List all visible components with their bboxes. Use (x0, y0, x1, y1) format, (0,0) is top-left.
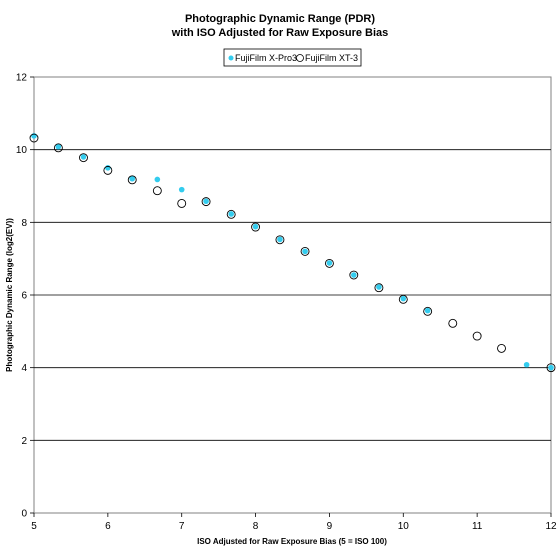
point-fujifilm-x-pro3 (203, 198, 209, 205)
x-tick-label: 10 (398, 521, 410, 532)
point-fujifilm-x-pro3 (178, 186, 185, 193)
x-tick-label: 6 (105, 521, 111, 532)
point-fujifilm-xt-3 (423, 306, 433, 316)
point-fujifilm-xt-3 (127, 175, 137, 185)
point-fujifilm-xt-3 (29, 133, 39, 143)
x-tick-label: 8 (253, 521, 259, 532)
y-tick-label: 6 (21, 291, 27, 302)
point-fujifilm-x-pro3 (523, 361, 530, 368)
x-tick-label: 12 (545, 521, 557, 532)
point-fujifilm-xt-3 (497, 343, 506, 353)
axes: 0 2 4 6 8 10 12 5 6 7 8 9 10 11 12 (16, 73, 557, 533)
point-fujifilm-x-pro3 (129, 175, 136, 182)
point-fujifilm-xt-3 (349, 270, 359, 280)
point-fujifilm-xt-3 (300, 246, 310, 256)
point-fujifilm-xt-3 (448, 318, 458, 328)
point-fujifilm-xt-3 (546, 363, 556, 373)
point-fujifilm-xt-3 (398, 294, 408, 304)
point-fujifilm-x-pro3 (80, 154, 87, 160)
legend-box (223, 48, 362, 67)
point-fujifilm-x-pro3 (424, 307, 431, 314)
legend-label-x-pro3: FujiFilm X-Pro3 (235, 53, 297, 63)
y-tick-label: 0 (21, 509, 27, 520)
point-fujifilm-xt-3 (472, 331, 482, 341)
x-axis-label: ISO Adjusted for Raw Exposure Bias (5 = … (197, 537, 387, 546)
point-fujifilm-x-pro3 (154, 176, 161, 183)
gridlines (34, 149, 551, 441)
y-tick-label: 4 (21, 363, 27, 374)
y-tick-label: 10 (16, 145, 28, 156)
point-fujifilm-x-pro3 (277, 236, 283, 243)
point-fujifilm-xt-3 (177, 198, 187, 208)
point-fujifilm-xt-3 (226, 209, 236, 219)
point-fujifilm-x-pro3 (55, 143, 62, 150)
point-fujifilm-x-pro3 (400, 295, 407, 302)
point-fujifilm-xt-3 (79, 153, 88, 163)
x-tick-label: 9 (327, 521, 333, 532)
point-fujifilm-xt-3 (251, 222, 261, 232)
point-fujifilm-xt-3 (324, 258, 334, 268)
legend-marker-x-pro3 (228, 55, 234, 61)
chart-title-line-2: with ISO Adjusted for Raw Exposure Bias (171, 27, 389, 39)
x-tick-label: 5 (31, 521, 37, 532)
legend: FujiFilm X-Pro3 FujiFilm XT-3 (223, 48, 362, 67)
point-fujifilm-x-pro3 (252, 223, 259, 230)
y-tick-label: 2 (21, 436, 27, 447)
legend-marker-xt-3 (296, 54, 304, 62)
point-fujifilm-xt-3 (275, 235, 285, 245)
chart-title-line-1: Photographic Dynamic Range (PDR) (185, 13, 375, 25)
y-tick-label: 8 (21, 218, 27, 229)
point-fujifilm-x-pro3 (376, 284, 382, 290)
x-tick-label: 7 (179, 521, 185, 532)
point-fujifilm-xt-3 (152, 186, 162, 196)
point-fujifilm-xt-3 (53, 143, 63, 153)
point-fujifilm-x-pro3 (351, 272, 357, 278)
point-fujifilm-x-pro3 (302, 248, 308, 255)
data-points (29, 133, 556, 373)
y-tick-label: 12 (16, 73, 28, 84)
point-fujifilm-x-pro3 (228, 211, 234, 217)
point-fujifilm-x-pro3 (326, 260, 333, 266)
x-tick-label: 11 (472, 521, 483, 532)
legend-label-xt-3: FujiFilm XT-3 (305, 53, 358, 63)
point-fujifilm-x-pro3 (548, 364, 554, 371)
point-fujifilm-xt-3 (374, 283, 384, 293)
y-axis-label: Photographic Dynamic Range (log2(EV)) (5, 218, 14, 372)
point-fujifilm-x-pro3 (105, 165, 111, 171)
point-fujifilm-xt-3 (201, 197, 211, 207)
point-fujifilm-xt-3 (103, 165, 113, 175)
